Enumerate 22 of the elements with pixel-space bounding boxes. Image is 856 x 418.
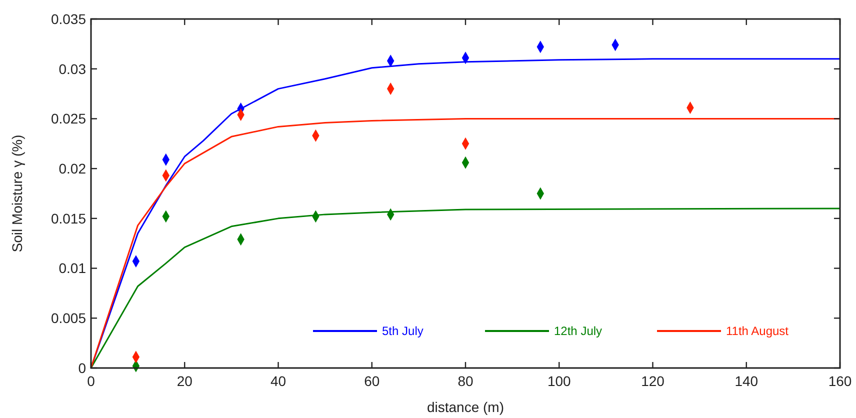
y-tick-label: 0.005 (50, 310, 86, 326)
y-tick-label: 0.03 (58, 60, 86, 77)
x-tick-label: 140 (734, 373, 758, 389)
x-tick-label: 20 (176, 373, 193, 389)
text: 5th July (382, 324, 424, 338)
y-tick-label: 0 (78, 360, 86, 376)
y-tick-label: 0.035 (50, 10, 86, 27)
x-tick-label: 40 (270, 373, 286, 389)
x-tick-label: 80 (458, 373, 474, 389)
text: 12th July (554, 324, 602, 338)
y-tick-label: 0.025 (50, 110, 86, 127)
x-tick-label: 160 (828, 373, 852, 389)
y-tick-label: 0.01 (58, 260, 86, 276)
line-series (90, 208, 841, 369)
x-tick-label: 60 (364, 373, 380, 389)
y-tick-label: 0.015 (50, 210, 86, 226)
y-tick-label: 0.02 (58, 160, 86, 176)
y-axis-title: Soil Moisture γ (%) (9, 134, 25, 252)
text: 11th August (726, 324, 790, 338)
x-tick-label: 100 (547, 373, 572, 389)
x-axis-title: distance (m) (426, 399, 504, 415)
x-tick-label: 120 (641, 373, 665, 389)
